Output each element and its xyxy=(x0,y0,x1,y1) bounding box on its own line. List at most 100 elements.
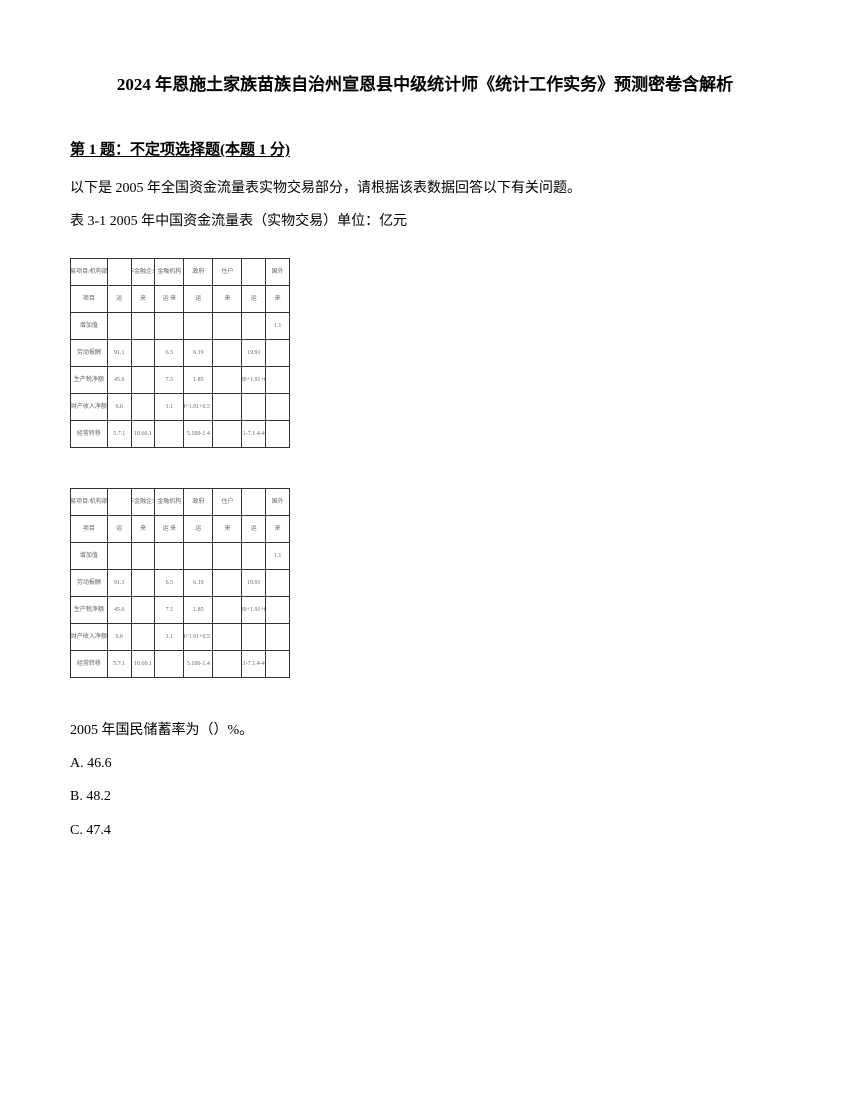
cell: 非金融企业 xyxy=(132,259,156,285)
cell: 增加值 xyxy=(71,543,108,569)
cell: 运 xyxy=(184,286,213,312)
data-table-2: 交易项目/机构部门 非金融企业 金融机构 政府 住户 国外 项目 运 来 运 来… xyxy=(70,488,290,678)
cell: 运 来 xyxy=(155,286,184,312)
cell xyxy=(155,421,184,447)
cell xyxy=(132,624,156,650)
cell: 项目 xyxy=(71,516,108,542)
cell: 来 xyxy=(213,286,242,312)
cell: 来 xyxy=(266,516,289,542)
cell xyxy=(213,570,242,596)
cell: 住户 xyxy=(213,259,242,285)
cell xyxy=(266,624,289,650)
cell xyxy=(155,313,184,339)
cell xyxy=(132,340,156,366)
cell: 19.91 xyxy=(242,570,266,596)
cell: 运 xyxy=(242,286,266,312)
cell xyxy=(266,340,289,366)
data-table-1: 交易项目/机构部门 非金融企业 金融机构 政府 住户 国外 项目 运 来 运 来… xyxy=(70,258,290,448)
cell xyxy=(266,421,289,447)
cell: 劳动报酬 xyxy=(71,340,108,366)
cell: 运 xyxy=(108,286,132,312)
cell: 来 xyxy=(213,516,242,542)
cell xyxy=(108,489,132,515)
cell: 来 xyxy=(132,516,156,542)
cell xyxy=(213,367,242,393)
cell: 国外 xyxy=(266,259,289,285)
cell: 1.1 xyxy=(155,394,184,420)
cell: 91.1 xyxy=(108,340,132,366)
cell xyxy=(155,651,184,677)
cell: 5.7.1 xyxy=(108,421,132,447)
cell: 国外 xyxy=(266,489,289,515)
cell xyxy=(132,570,156,596)
cell xyxy=(266,570,289,596)
cell xyxy=(213,313,242,339)
cell: 劳动报酬 xyxy=(71,570,108,596)
cell: 10.60.1 xyxy=(132,651,156,677)
cell: 金融机构 xyxy=(155,489,184,515)
cell xyxy=(184,313,213,339)
cell: 经常转移 xyxy=(71,421,108,447)
cell: 政府 xyxy=(184,489,213,515)
cell: 1.89+1.91+6.5 xyxy=(242,597,266,623)
cell: 交易项目/机构部门 xyxy=(71,489,108,515)
cell: 1.1 xyxy=(266,313,289,339)
cell: 运 xyxy=(184,516,213,542)
cell: 7.5 xyxy=(155,597,184,623)
cell xyxy=(132,367,156,393)
cell: 项目 xyxy=(71,286,108,312)
cell: 增加值 xyxy=(71,313,108,339)
cell: 住户 xyxy=(213,489,242,515)
cell xyxy=(242,394,266,420)
cell xyxy=(213,394,242,420)
cell: 18.1-7.1.4-40.8 xyxy=(242,651,266,677)
cell: 6.19 xyxy=(184,570,213,596)
cell: 19.91 xyxy=(242,340,266,366)
cell: 非金融企业 xyxy=(132,489,156,515)
cell: 6.19 xyxy=(184,340,213,366)
cell: 1.4+1.91+0.5 1.8 xyxy=(184,394,213,420)
cell: 经常转移 xyxy=(71,651,108,677)
cell xyxy=(132,313,156,339)
cell: 1.89+1.91+6.5 xyxy=(242,367,266,393)
cell: 1.85 xyxy=(184,597,213,623)
cell xyxy=(242,259,266,285)
cell: 18.1-7.1.4-40.8 xyxy=(242,421,266,447)
cell xyxy=(266,367,289,393)
cell xyxy=(242,313,266,339)
cell: 1.85 xyxy=(184,367,213,393)
cell xyxy=(108,259,132,285)
cell: 6.6 xyxy=(108,394,132,420)
cell xyxy=(242,624,266,650)
cell: 6.5 xyxy=(155,570,184,596)
cell: 生产税净额 xyxy=(71,367,108,393)
cell xyxy=(213,421,242,447)
question-intro: 以下是 2005 年全国资金流量表实物交易部分，请根据该表数据回答以下有关问题。 xyxy=(70,176,780,201)
option-a: A. 46.6 xyxy=(70,751,780,776)
question-text: 2005 年国民储蓄率为（）%。 xyxy=(70,718,780,743)
cell: 1.1 xyxy=(155,624,184,650)
cell: 6.6 xyxy=(108,624,132,650)
cell: 10.60.1 xyxy=(132,421,156,447)
cell: 金融机构 xyxy=(155,259,184,285)
option-c: C. 47.4 xyxy=(70,818,780,843)
cell: 5.100-1.4 xyxy=(184,421,213,447)
cell xyxy=(213,543,242,569)
cell xyxy=(266,394,289,420)
cell xyxy=(242,489,266,515)
cell xyxy=(132,394,156,420)
cell: 运 xyxy=(108,516,132,542)
cell xyxy=(108,313,132,339)
cell xyxy=(213,651,242,677)
cell: 生产税净额 xyxy=(71,597,108,623)
cell xyxy=(242,543,266,569)
cell: 政府 xyxy=(184,259,213,285)
cell xyxy=(132,597,156,623)
cell: 1.1 xyxy=(266,543,289,569)
cell: 91.1 xyxy=(108,570,132,596)
cell: 6.5 xyxy=(155,340,184,366)
cell: 1.4+1.91+0.5 1.8 xyxy=(184,624,213,650)
cell xyxy=(213,624,242,650)
cell: 5.7.1 xyxy=(108,651,132,677)
cell: 财产收入净额 xyxy=(71,624,108,650)
